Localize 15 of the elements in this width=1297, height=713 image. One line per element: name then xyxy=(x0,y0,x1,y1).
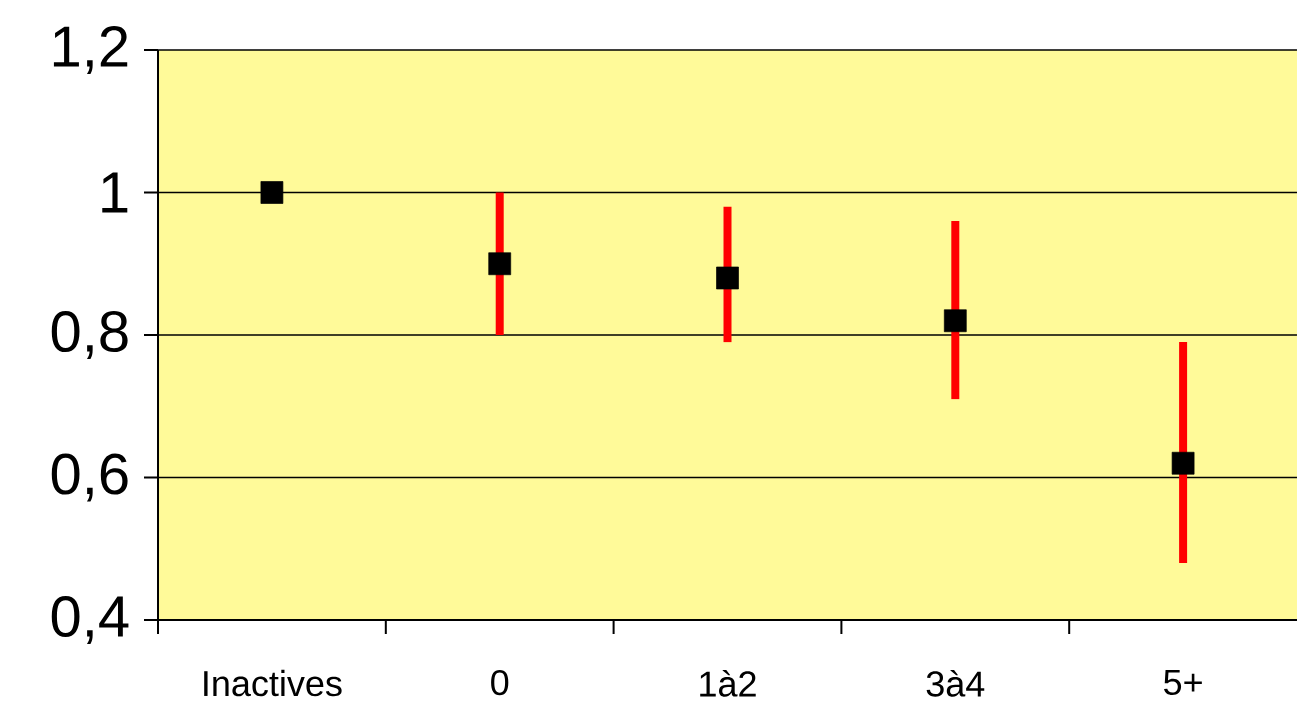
x-tick-label: Inactives xyxy=(204,669,342,697)
point xyxy=(716,266,739,290)
y-tick-label: 1,2 xyxy=(53,26,128,74)
point xyxy=(488,252,512,276)
point xyxy=(260,181,284,204)
y-tick-label: 0,4 xyxy=(51,596,129,644)
x-tick-label: 0 xyxy=(491,669,509,696)
x-tick-label: 5+ xyxy=(1164,669,1202,695)
x-tick-label: 1à2 xyxy=(700,669,756,697)
y-tick-label: 0,6 xyxy=(51,453,128,502)
y-tick-label: 0,8 xyxy=(51,311,128,359)
x-tick-label: 3à4 xyxy=(926,669,985,697)
point xyxy=(943,309,967,333)
point xyxy=(1171,451,1195,475)
y-tick-label: 1 xyxy=(102,172,128,213)
